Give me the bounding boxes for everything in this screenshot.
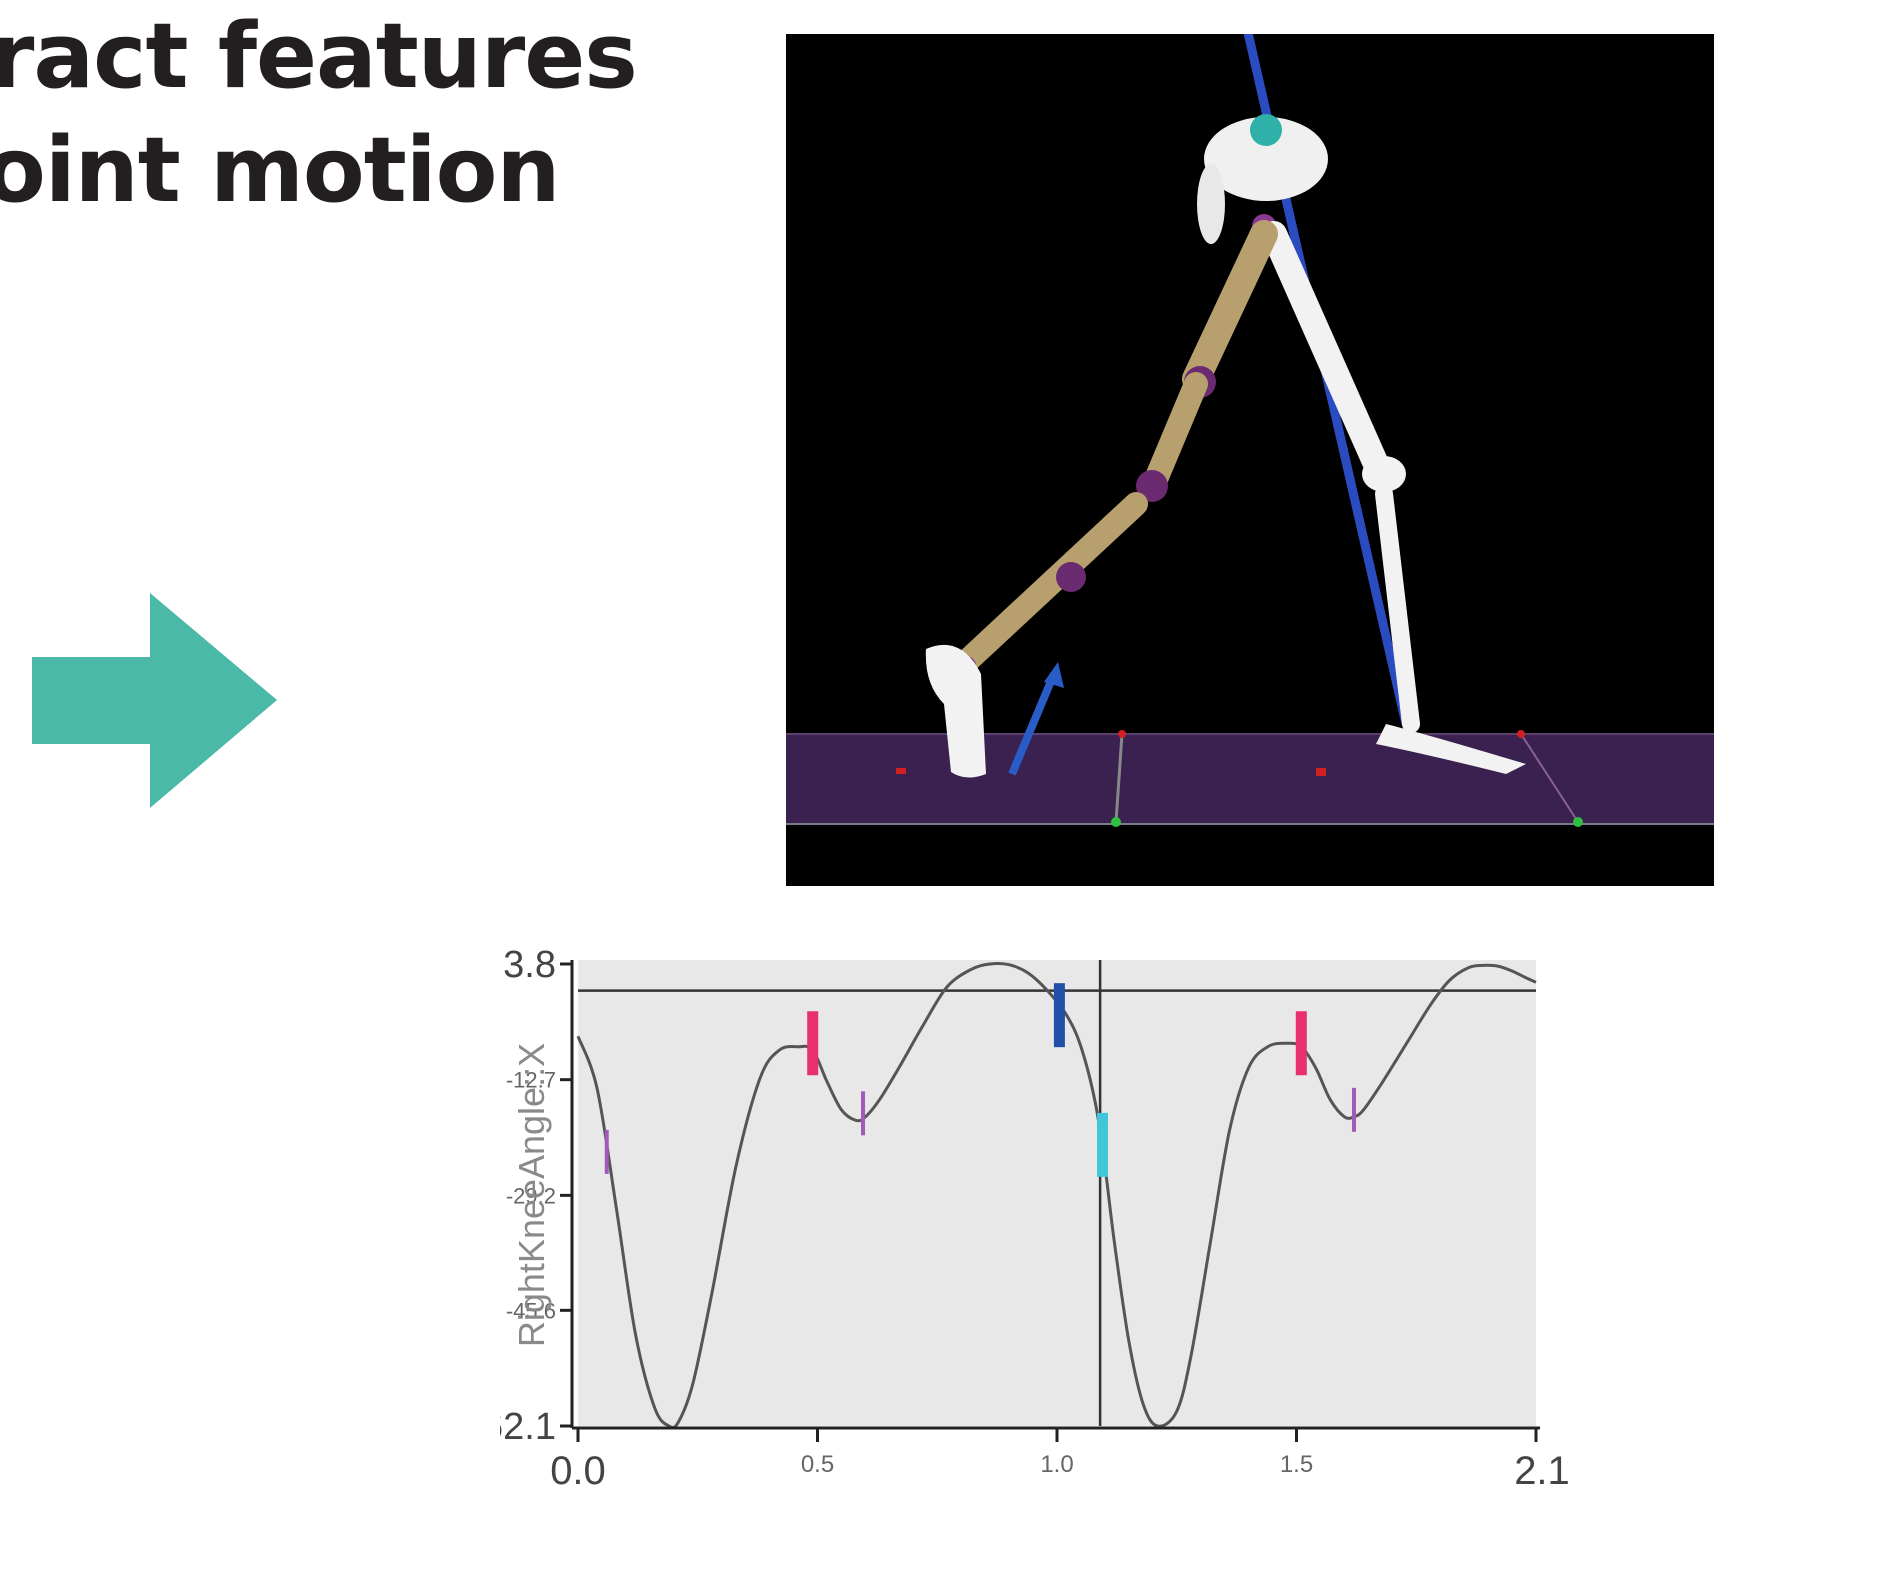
event-marker-blue xyxy=(1053,983,1065,1048)
y-tick-label: 3.8 xyxy=(503,944,556,986)
x-tick-label: 2.1 xyxy=(1514,1449,1570,1493)
left-foot xyxy=(1376,724,1526,774)
y-tick-label: -29.2 xyxy=(506,1183,556,1208)
pelvis-marker xyxy=(1250,114,1282,146)
force-line-1 xyxy=(1114,733,1124,823)
force-line-2 xyxy=(1520,733,1579,823)
arrow-shape xyxy=(32,593,277,808)
heading-line-2: oint motion xyxy=(0,118,560,223)
y-tick-label: -45.6 xyxy=(506,1298,556,1323)
right-foot xyxy=(925,644,986,778)
right-tibia xyxy=(952,492,1148,676)
pelvis-ischium xyxy=(1197,164,1225,244)
foot-force-arrow-head xyxy=(1044,662,1064,688)
event-marker-cyan xyxy=(1097,1112,1109,1177)
event-marker-red xyxy=(1295,1011,1307,1076)
knee-angle-chart: 3.8 -12.7 -29.2 -45.6 -62.10.0 0.5 1.0 1.5 2.1 R… xyxy=(469,920,1902,1582)
event-marker-purple xyxy=(1351,1087,1356,1132)
pelvis xyxy=(1204,117,1328,201)
y-tick-label: -12.7 xyxy=(506,1068,556,1093)
event-marker-red xyxy=(807,1011,819,1076)
force-marker-red-2 xyxy=(1517,730,1525,738)
event-marker-purple xyxy=(604,1129,609,1174)
plate-label-1 xyxy=(896,768,906,774)
left-tibia xyxy=(1375,485,1420,733)
heading: ract features oint motion xyxy=(0,0,700,230)
x-tick-label: 1.5 xyxy=(1280,1451,1313,1478)
y-tick-label: -62.1 xyxy=(500,1406,556,1448)
shank-marker xyxy=(1056,562,1086,592)
right-femur-lower xyxy=(1142,372,1208,496)
x-tick-label: 0.0 xyxy=(550,1449,606,1493)
gait-simulation-view xyxy=(786,34,1714,886)
heading-line-1: ract features xyxy=(0,4,638,109)
left-femur xyxy=(1261,221,1389,477)
x-tick-label: 1.0 xyxy=(1040,1451,1073,1478)
treadmill-belt xyxy=(786,734,1714,824)
chart-svg: 3.8 -12.7 -29.2 -45.6 -62.10.0 0.5 1.0 1.5 2.1 R… xyxy=(469,944,1570,1493)
force-marker-green-2 xyxy=(1573,817,1583,827)
foot-force-arrow-shaft xyxy=(1008,672,1058,776)
right-femur xyxy=(1182,220,1278,393)
x-tick-label: 0.5 xyxy=(801,1451,834,1478)
knee-joint xyxy=(1136,470,1168,502)
left-knee xyxy=(1362,456,1406,492)
y-axis-label: RightKneeAngle::X xyxy=(511,1043,552,1347)
plate-label-2 xyxy=(1316,768,1326,776)
right-arrow-icon xyxy=(32,593,277,808)
event-marker-purple xyxy=(861,1091,866,1136)
series-line xyxy=(576,961,1537,1430)
force-marker-red-1 xyxy=(1118,730,1126,738)
force-marker-green-1 xyxy=(1111,817,1121,827)
